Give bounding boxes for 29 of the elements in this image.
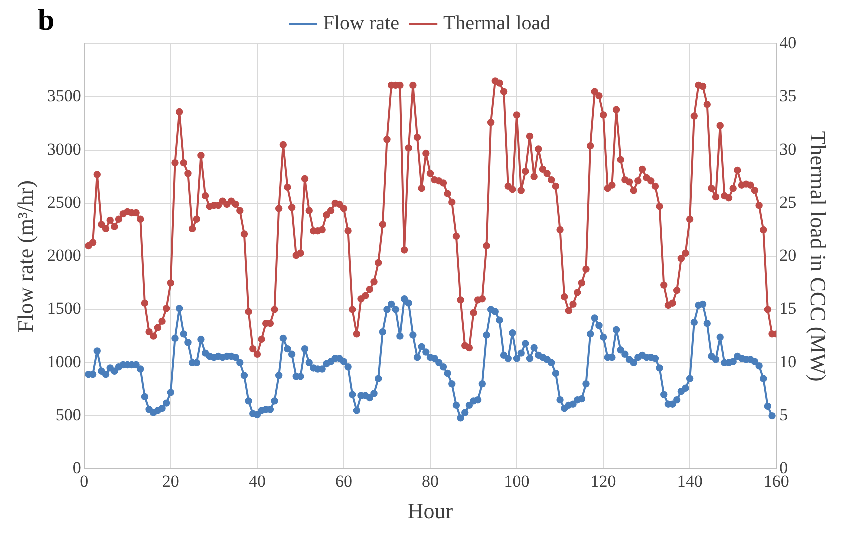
- y2-tick-label: 35: [780, 86, 797, 106]
- y2-tick-label: 40: [780, 33, 797, 52]
- y-tick-label: 3000: [47, 140, 82, 159]
- y-tick-label: 3500: [47, 86, 82, 106]
- x-tick-label: 140: [677, 472, 703, 491]
- y-axis-title: Flow rate (m³/hr): [12, 180, 38, 333]
- y-tick-label: 2500: [47, 192, 82, 212]
- y-tick-label: 1500: [47, 299, 82, 318]
- y2-tick-label: 5: [780, 406, 788, 425]
- y2-tick-label: 25: [780, 192, 797, 212]
- y-tick-label: 1000: [47, 352, 82, 372]
- y2-tick-label: 20: [780, 246, 797, 266]
- x-tick-label: 120: [590, 472, 616, 491]
- legend-label: Flow rate: [323, 12, 400, 34]
- x-tick-label: 40: [248, 472, 266, 491]
- y2-tick-label: 10: [780, 352, 797, 372]
- x-tick-label: 20: [162, 472, 180, 491]
- y2-tick-label: 15: [780, 299, 797, 318]
- x-tick-label: 100: [504, 472, 530, 491]
- x-tick-label: 60: [335, 472, 352, 491]
- x-axis-title: Hour: [408, 498, 454, 524]
- y-tick-label: 2000: [47, 246, 82, 266]
- y-tick-label: 500: [56, 406, 82, 425]
- x-tick-label: 80: [422, 472, 439, 491]
- chart-title: b: [38, 4, 55, 38]
- legend-label: Thermal load: [443, 12, 551, 34]
- y2-tick-label: 30: [780, 140, 797, 159]
- y-tick-label: 0: [72, 458, 82, 478]
- y2-axis-title: Thermal load in CCC (MW): [806, 131, 832, 382]
